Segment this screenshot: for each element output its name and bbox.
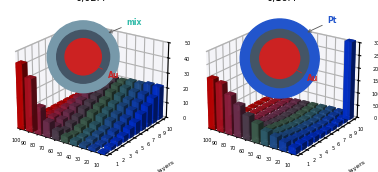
Circle shape [260, 39, 300, 78]
Title: 0,02M: 0,02M [76, 0, 106, 3]
Circle shape [65, 39, 101, 75]
Text: Au: Au [91, 63, 119, 79]
Y-axis label: layers: layers [156, 159, 175, 172]
Circle shape [47, 21, 119, 93]
Circle shape [251, 29, 309, 88]
Text: Au: Au [288, 65, 318, 83]
Circle shape [240, 19, 319, 98]
Circle shape [57, 30, 110, 83]
Title: 0,16M: 0,16M [266, 0, 297, 3]
Text: mix: mix [109, 18, 142, 33]
Y-axis label: layers: layers [347, 159, 366, 172]
Text: Pt: Pt [308, 16, 337, 32]
